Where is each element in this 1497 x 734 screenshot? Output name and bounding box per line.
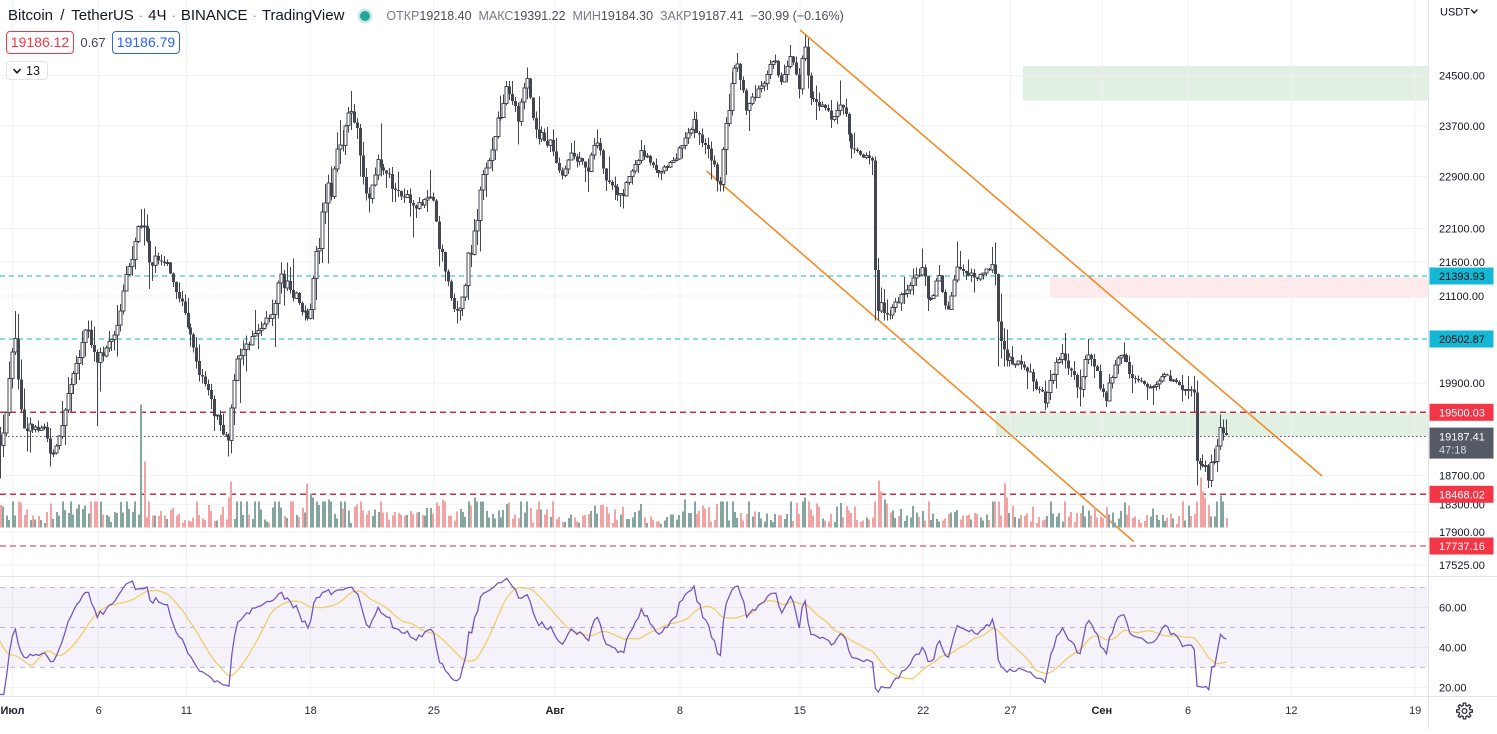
svg-text:18700.00: 18700.00 xyxy=(1439,471,1485,483)
svg-text:22100.00: 22100.00 xyxy=(1439,223,1485,235)
svg-text:USDT: USDT xyxy=(1440,7,1470,19)
svg-text:27: 27 xyxy=(1004,705,1016,717)
svg-text:Июл: Июл xyxy=(0,705,24,717)
svg-text:17900.00: 17900.00 xyxy=(1439,527,1485,539)
svg-text:15: 15 xyxy=(794,705,806,717)
svg-text:6: 6 xyxy=(96,705,102,717)
svg-text:Авг: Авг xyxy=(545,705,565,717)
svg-text:60.00: 60.00 xyxy=(1439,603,1467,615)
svg-text:6: 6 xyxy=(1185,705,1191,717)
svg-text:23700.00: 23700.00 xyxy=(1439,121,1485,133)
svg-text:25: 25 xyxy=(428,705,440,717)
svg-text:18468.02: 18468.02 xyxy=(1439,489,1485,501)
svg-text:20502.87: 20502.87 xyxy=(1439,334,1485,346)
svg-text:Сен: Сен xyxy=(1091,705,1112,717)
svg-text:21100.00: 21100.00 xyxy=(1439,291,1484,303)
svg-text:18: 18 xyxy=(304,705,316,717)
svg-text:24500.00: 24500.00 xyxy=(1439,71,1485,83)
svg-text:17737.16: 17737.16 xyxy=(1439,541,1485,553)
svg-text:21393.93: 21393.93 xyxy=(1439,271,1485,283)
svg-text:19500.03: 19500.03 xyxy=(1439,407,1485,419)
svg-text:17525.00: 17525.00 xyxy=(1439,560,1485,572)
svg-text:22: 22 xyxy=(917,705,929,717)
svg-text:19: 19 xyxy=(1409,705,1421,717)
svg-text:12: 12 xyxy=(1285,705,1297,717)
svg-text:19187.41: 19187.41 xyxy=(1439,432,1485,444)
svg-text:47:18: 47:18 xyxy=(1439,445,1467,457)
svg-text:8: 8 xyxy=(677,705,683,717)
svg-text:11: 11 xyxy=(181,705,192,717)
svg-text:22900.00: 22900.00 xyxy=(1439,171,1485,183)
svg-text:40.00: 40.00 xyxy=(1439,642,1467,654)
svg-text:20.00: 20.00 xyxy=(1439,682,1467,694)
svg-text:21600.00: 21600.00 xyxy=(1439,257,1485,269)
svg-text:19900.00: 19900.00 xyxy=(1439,378,1485,390)
